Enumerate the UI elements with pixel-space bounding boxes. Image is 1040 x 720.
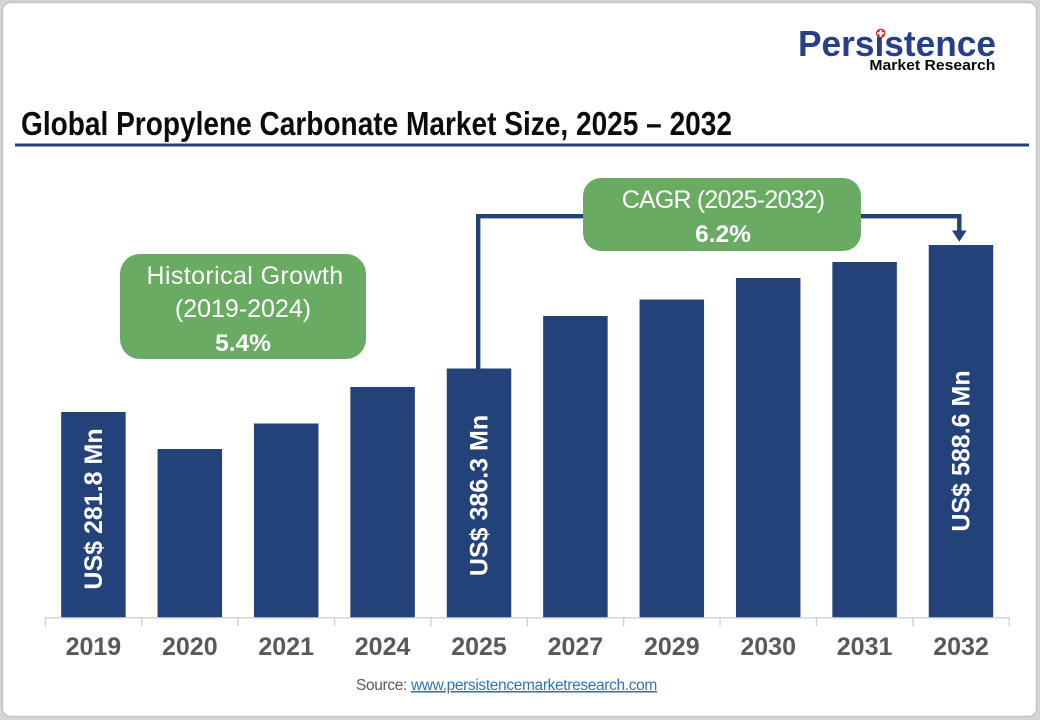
svg-text:2021: 2021: [258, 633, 314, 661]
svg-text:(2019-2024): (2019-2024): [175, 295, 311, 323]
svg-text:2027: 2027: [548, 633, 604, 661]
svg-text:2024: 2024: [355, 633, 411, 661]
svg-text:Source: www.persistencemarketr: Source: www.persistencemarketresearch.co…: [356, 677, 657, 694]
svg-text:Market Research: Market Research: [869, 58, 995, 74]
svg-text:US$ 386.3 Mn: US$ 386.3 Mn: [466, 415, 494, 576]
svg-text:Historical Growth: Historical Growth: [146, 262, 343, 290]
svg-text:Persıstence: Persıstence: [798, 23, 996, 64]
svg-text:2025: 2025: [451, 633, 507, 661]
svg-text:US$ 588.6 Mn: US$ 588.6 Mn: [948, 370, 976, 531]
svg-text:2030: 2030: [740, 633, 796, 661]
svg-text:5.4%: 5.4%: [215, 330, 271, 357]
svg-text:6.2%: 6.2%: [695, 221, 751, 248]
svg-text:2019: 2019: [66, 633, 122, 661]
svg-text:Global Propylene Carbonate Mar: Global Propylene Carbonate Market Size, …: [21, 105, 732, 142]
svg-text:2020: 2020: [162, 633, 218, 661]
svg-text:2032: 2032: [933, 633, 989, 661]
svg-text:US$ 281.8 Mn: US$ 281.8 Mn: [80, 428, 108, 589]
svg-text:2031: 2031: [837, 633, 893, 661]
svg-text:CAGR (2025-2032): CAGR (2025-2032): [622, 186, 825, 214]
svg-text:2029: 2029: [644, 633, 700, 661]
